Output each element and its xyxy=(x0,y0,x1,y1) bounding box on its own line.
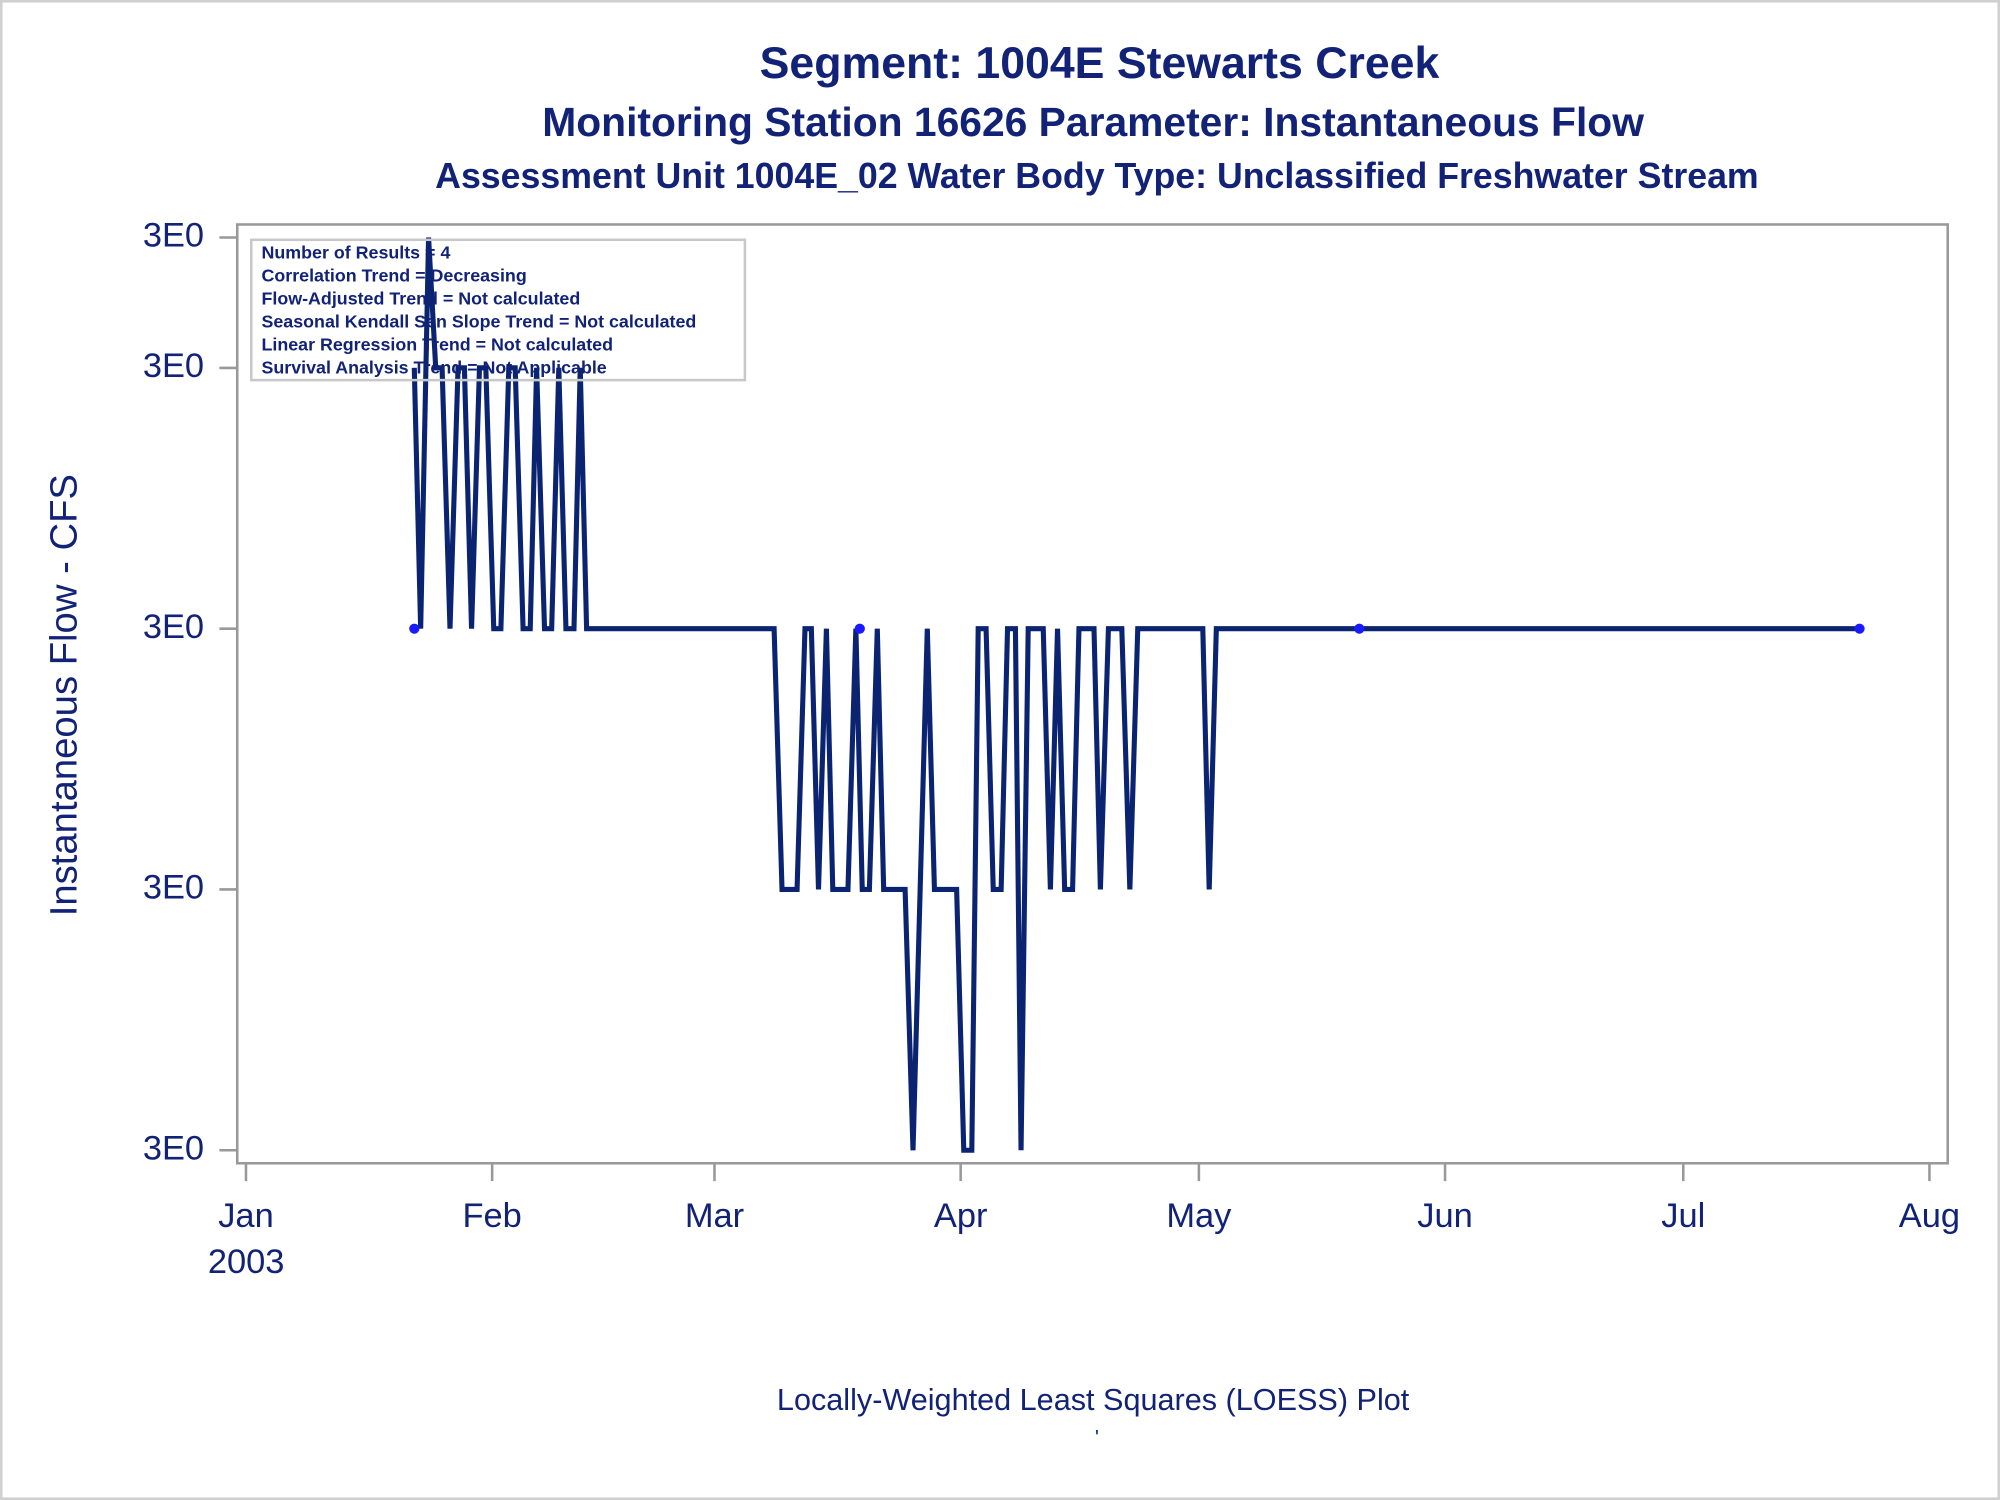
x-tick-label: Mar xyxy=(685,1197,744,1235)
x-tick-label: Jun xyxy=(1417,1197,1473,1235)
data-point xyxy=(1854,623,1865,634)
stats-line: Seasonal Kendall Sen Slope Trend = Not c… xyxy=(261,311,696,331)
plot-area xyxy=(235,223,1949,1165)
stats-line: Linear Regression Trend = Not calculated xyxy=(261,334,613,354)
stats-box xyxy=(250,238,747,382)
data-point xyxy=(1354,623,1365,634)
x-tick-label: Aug xyxy=(1899,1197,1960,1235)
x-tick-label: Feb xyxy=(462,1197,521,1235)
loess-line xyxy=(411,237,1860,1153)
chart-title: Segment: 1004E Stewarts Creek xyxy=(760,39,1440,88)
chart-subtitle: Monitoring Station 16626 Parameter: Inst… xyxy=(542,99,1644,145)
x-tick-label: Apr xyxy=(934,1197,988,1235)
chart-subtitle: Assessment Unit 1004E_02 Water Body Type… xyxy=(435,156,1759,196)
y-tick-label: 3E0 xyxy=(143,347,204,385)
stats-line: Flow-Adjusted Trend = Not calculated xyxy=(261,288,580,308)
stats-line: Survival Analysis Trend = Not Applicable xyxy=(261,357,606,377)
y-tick-label: 3E0 xyxy=(143,1129,204,1167)
y-tick-label: 3E0 xyxy=(143,608,204,646)
footnote: ' xyxy=(1095,1427,1099,1449)
data-point xyxy=(409,623,420,634)
y-tick-label: 3E0 xyxy=(143,869,204,907)
y-axis-label: Instantaneous Flow - CFS xyxy=(42,474,85,916)
x-tick-label: Jul xyxy=(1661,1197,1705,1235)
footnote: Locally-Weighted Least Squares (LOESS) P… xyxy=(777,1383,1410,1417)
x-tick-label: May xyxy=(1166,1197,1232,1235)
x-axis-year: 2003 xyxy=(208,1243,285,1281)
data-point xyxy=(854,623,865,634)
x-tick-label: Jan xyxy=(218,1197,273,1235)
y-tick-label: 3E0 xyxy=(143,217,204,255)
stats-line: Number of Results = 4 xyxy=(261,243,450,263)
stats-line: Correlation Trend = Decreasing xyxy=(261,266,526,286)
